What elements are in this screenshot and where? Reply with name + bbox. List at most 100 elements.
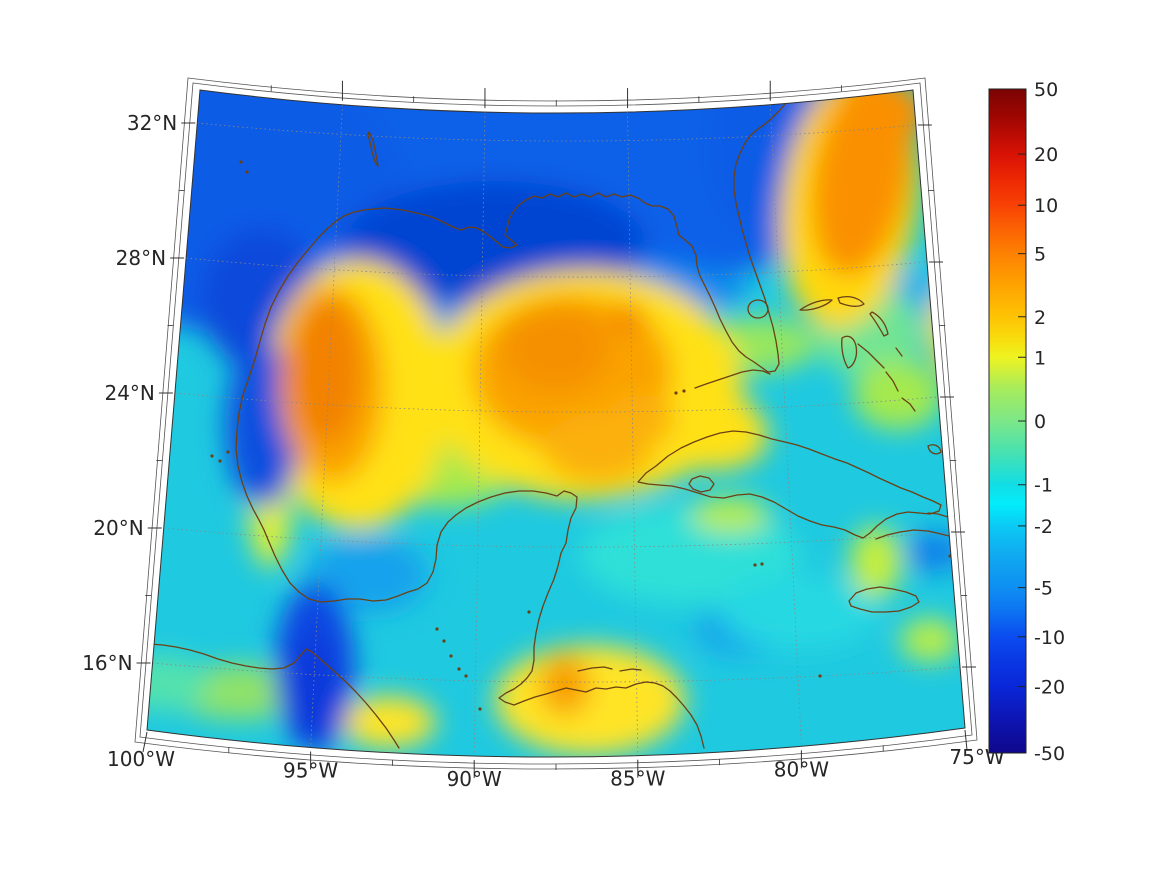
island-long-island bbox=[885, 371, 899, 392]
field-blob bbox=[710, 90, 800, 230]
island-cat bbox=[895, 347, 903, 357]
lat-tick-label: 32°N bbox=[127, 111, 177, 135]
colorbar-tick-label: -20 bbox=[1034, 677, 1065, 699]
colorbar-tick-label: 10 bbox=[1034, 195, 1058, 217]
colorbar-tick-label: -50 bbox=[1034, 743, 1065, 765]
field-blob bbox=[720, 574, 880, 650]
colorbar-tick-label: -5 bbox=[1034, 578, 1053, 600]
lake-okeechobee bbox=[747, 299, 769, 319]
islet-dot bbox=[449, 654, 453, 658]
frame-ticks bbox=[136, 80, 977, 779]
coastline-us-mexico-centralamerica bbox=[235, 95, 794, 749]
lon-tick-label: 100°W bbox=[107, 747, 175, 771]
coastline-florida-keys bbox=[694, 369, 771, 389]
field-blob bbox=[340, 696, 436, 748]
island-crooked bbox=[901, 397, 916, 412]
island-abaco bbox=[837, 296, 865, 307]
field-blob bbox=[308, 537, 428, 613]
islet-dot bbox=[818, 674, 822, 678]
frame-band-inner bbox=[139, 82, 973, 765]
colorbar-ticks bbox=[1018, 153, 1026, 688]
colorbar-tick-label: 50 bbox=[1034, 79, 1058, 101]
parallel-line bbox=[186, 257, 928, 278]
lon-tick-label: 80°W bbox=[774, 757, 829, 781]
islet-dot bbox=[442, 639, 446, 643]
colorbar-tick-label: 0 bbox=[1034, 411, 1046, 433]
field-blob bbox=[853, 360, 943, 430]
field-blob bbox=[614, 303, 644, 333]
islet-dot bbox=[682, 389, 686, 393]
islet-dot bbox=[674, 391, 678, 395]
lon-tick-label: 90°W bbox=[447, 767, 502, 791]
island-roatan bbox=[577, 666, 613, 672]
meridian-line bbox=[627, 112, 639, 756]
island-eleuthera bbox=[869, 311, 889, 337]
islet-dot bbox=[464, 674, 468, 678]
islet-dot bbox=[760, 562, 764, 566]
lon-tick-corner bbox=[142, 731, 148, 753]
lat-tick-label: 16°N bbox=[82, 651, 132, 675]
islet-dot bbox=[753, 563, 757, 567]
parallel-line bbox=[197, 122, 916, 142]
frame-band-outer bbox=[134, 77, 978, 770]
lon-tick-corner bbox=[964, 729, 968, 751]
field-blob bbox=[495, 645, 685, 755]
lat-tick-label: 28°N bbox=[116, 246, 166, 270]
islet-dot bbox=[245, 170, 249, 174]
graticule bbox=[152, 104, 961, 757]
coastline-isle-of-youth bbox=[688, 475, 715, 493]
island-grand-bahama bbox=[799, 299, 833, 311]
islet-dot bbox=[435, 627, 439, 631]
island-texas-lagoon bbox=[367, 131, 379, 167]
map-frame bbox=[134, 77, 978, 770]
islet-dot bbox=[478, 707, 482, 711]
island-guanaja bbox=[619, 668, 642, 672]
parallel-line bbox=[163, 527, 950, 548]
field-blob bbox=[291, 635, 335, 745]
field-blob bbox=[540, 655, 590, 715]
field-blob bbox=[690, 497, 770, 533]
colorbar-tick-label: 5 bbox=[1034, 244, 1046, 266]
field-blob bbox=[605, 395, 675, 445]
islet-dot bbox=[210, 454, 214, 458]
coastline-jamaica bbox=[848, 586, 920, 613]
colorbar-tick-label: 2 bbox=[1034, 307, 1046, 329]
colorbar-tick-label: -1 bbox=[1034, 475, 1053, 497]
coastline-cuba bbox=[637, 430, 942, 539]
field-blob bbox=[930, 285, 965, 375]
meridian-line bbox=[473, 112, 486, 757]
islet-dot bbox=[226, 450, 230, 454]
field-blob bbox=[289, 295, 361, 445]
meridian-line bbox=[310, 104, 343, 748]
lon-tick-label: 85°W bbox=[610, 767, 665, 791]
heatmap bbox=[147, 90, 965, 758]
colorbar-tick-label: -2 bbox=[1034, 516, 1053, 538]
coastline-haiti-south bbox=[875, 529, 954, 540]
islet-dot bbox=[457, 667, 461, 671]
lon-tick-label: 95°W bbox=[283, 759, 338, 783]
colorbar-tick-label: 1 bbox=[1034, 347, 1046, 369]
lat-tick-label: 20°N bbox=[93, 516, 143, 540]
island-andros bbox=[841, 335, 858, 369]
colorbar-tick-label: -10 bbox=[1034, 627, 1065, 649]
field-blob bbox=[837, 90, 927, 144]
coastline-mexico-pacific bbox=[149, 643, 400, 749]
islet-dot bbox=[954, 562, 958, 566]
field-blob bbox=[500, 303, 610, 393]
colorbar-tick-label: 20 bbox=[1034, 144, 1058, 166]
islet-dot bbox=[218, 459, 222, 463]
field-blob bbox=[850, 526, 902, 598]
lat-tick-label: 24°N bbox=[104, 381, 154, 405]
parallel-line bbox=[174, 392, 939, 413]
map-border bbox=[146, 89, 966, 758]
islet-dot bbox=[239, 160, 243, 164]
island-exuma-chain bbox=[857, 343, 885, 369]
field-blob bbox=[147, 655, 208, 711]
island-inagua bbox=[927, 444, 942, 455]
field-blob bbox=[900, 618, 960, 662]
islet-dot bbox=[527, 610, 531, 614]
